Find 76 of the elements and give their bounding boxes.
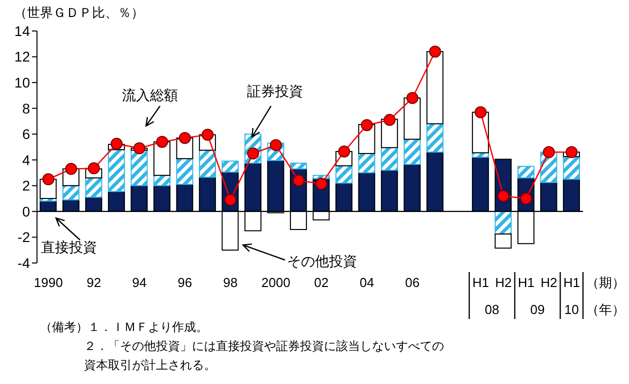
text: 流入総額: [122, 87, 178, 103]
y-tick-label: 4: [22, 152, 30, 168]
bar: [290, 162, 307, 170]
x-tick-label: 98: [223, 275, 238, 290]
text: ２．「その他投資」には直接投資や証券投資に該当しないすべての資本取引が計上される。: [83, 338, 444, 374]
point: [384, 114, 396, 126]
y-tick-label: 10: [14, 74, 30, 91]
point: [88, 162, 100, 174]
point: [542, 146, 555, 158]
bar: [198, 150, 216, 178]
bar: [358, 152, 376, 174]
bar: [108, 149, 125, 192]
point: [292, 174, 305, 187]
point: [338, 146, 350, 158]
x-tick-label: 1990: [34, 275, 63, 290]
y-tick-label: 6: [22, 126, 30, 142]
y-tick-label: -4: [18, 254, 30, 271]
bar: [404, 138, 421, 165]
bar: [426, 123, 444, 153]
bar: [562, 156, 580, 180]
x-tick-label: H2: [540, 275, 558, 290]
y-axis-title: （世界ＧＤＰ比、％）: [14, 4, 144, 22]
x-tick-label: 92: [86, 275, 102, 290]
x-tick-label: 2000: [261, 275, 290, 290]
y-tick-label: 8: [22, 100, 30, 116]
point: [42, 173, 54, 186]
y-tick-label: 12: [14, 48, 30, 65]
point: [156, 136, 168, 148]
bar: [494, 234, 512, 249]
x-tick-label: 06: [405, 275, 420, 290]
bar: [426, 51, 444, 124]
x-tick-label: 02: [314, 275, 329, 290]
point: [315, 178, 328, 190]
x-tick-label: 94: [132, 275, 147, 290]
point: [110, 138, 123, 150]
y-tick-label: 2: [22, 178, 30, 194]
bar: [335, 165, 352, 184]
y-tick-label: -2: [18, 229, 30, 246]
point: [65, 162, 78, 175]
x-tick-label: H1: [518, 275, 534, 290]
bar: [62, 185, 80, 200]
bar: [404, 98, 421, 140]
x-tick-label: 04: [360, 275, 374, 290]
point: [566, 146, 578, 158]
text: 証券投資: [247, 83, 303, 99]
text: （備考）１．ＩＭＦより作成。: [40, 319, 209, 336]
y-tick-label: 0: [22, 203, 30, 220]
x-tick-label: H2: [495, 275, 512, 290]
text: 09: [530, 302, 545, 317]
point: [429, 46, 442, 58]
x-tick-label: H1: [563, 275, 580, 290]
text: （期）: [586, 275, 625, 290]
point: [224, 194, 236, 206]
y-tick-label: 14: [14, 22, 30, 39]
bar: [380, 147, 398, 171]
point: [497, 190, 510, 202]
series-label: 直接投資: [41, 239, 97, 255]
x-tick-label: H1: [472, 275, 489, 290]
point: [202, 128, 214, 141]
point: [270, 139, 282, 152]
text: （年）: [586, 302, 625, 317]
point: [360, 119, 373, 132]
bar: [85, 177, 102, 198]
point: [474, 106, 487, 118]
bar: [176, 158, 194, 185]
bar: [494, 210, 512, 234]
point: [178, 132, 191, 144]
point: [406, 92, 418, 104]
text: 08: [484, 302, 500, 317]
x-tick-label: 96: [178, 275, 192, 290]
text: 10: [564, 302, 579, 317]
legend-label: その他投資: [287, 253, 357, 269]
bar: [130, 150, 148, 186]
bar: [517, 166, 534, 178]
point: [133, 142, 146, 154]
bar: [222, 160, 239, 173]
